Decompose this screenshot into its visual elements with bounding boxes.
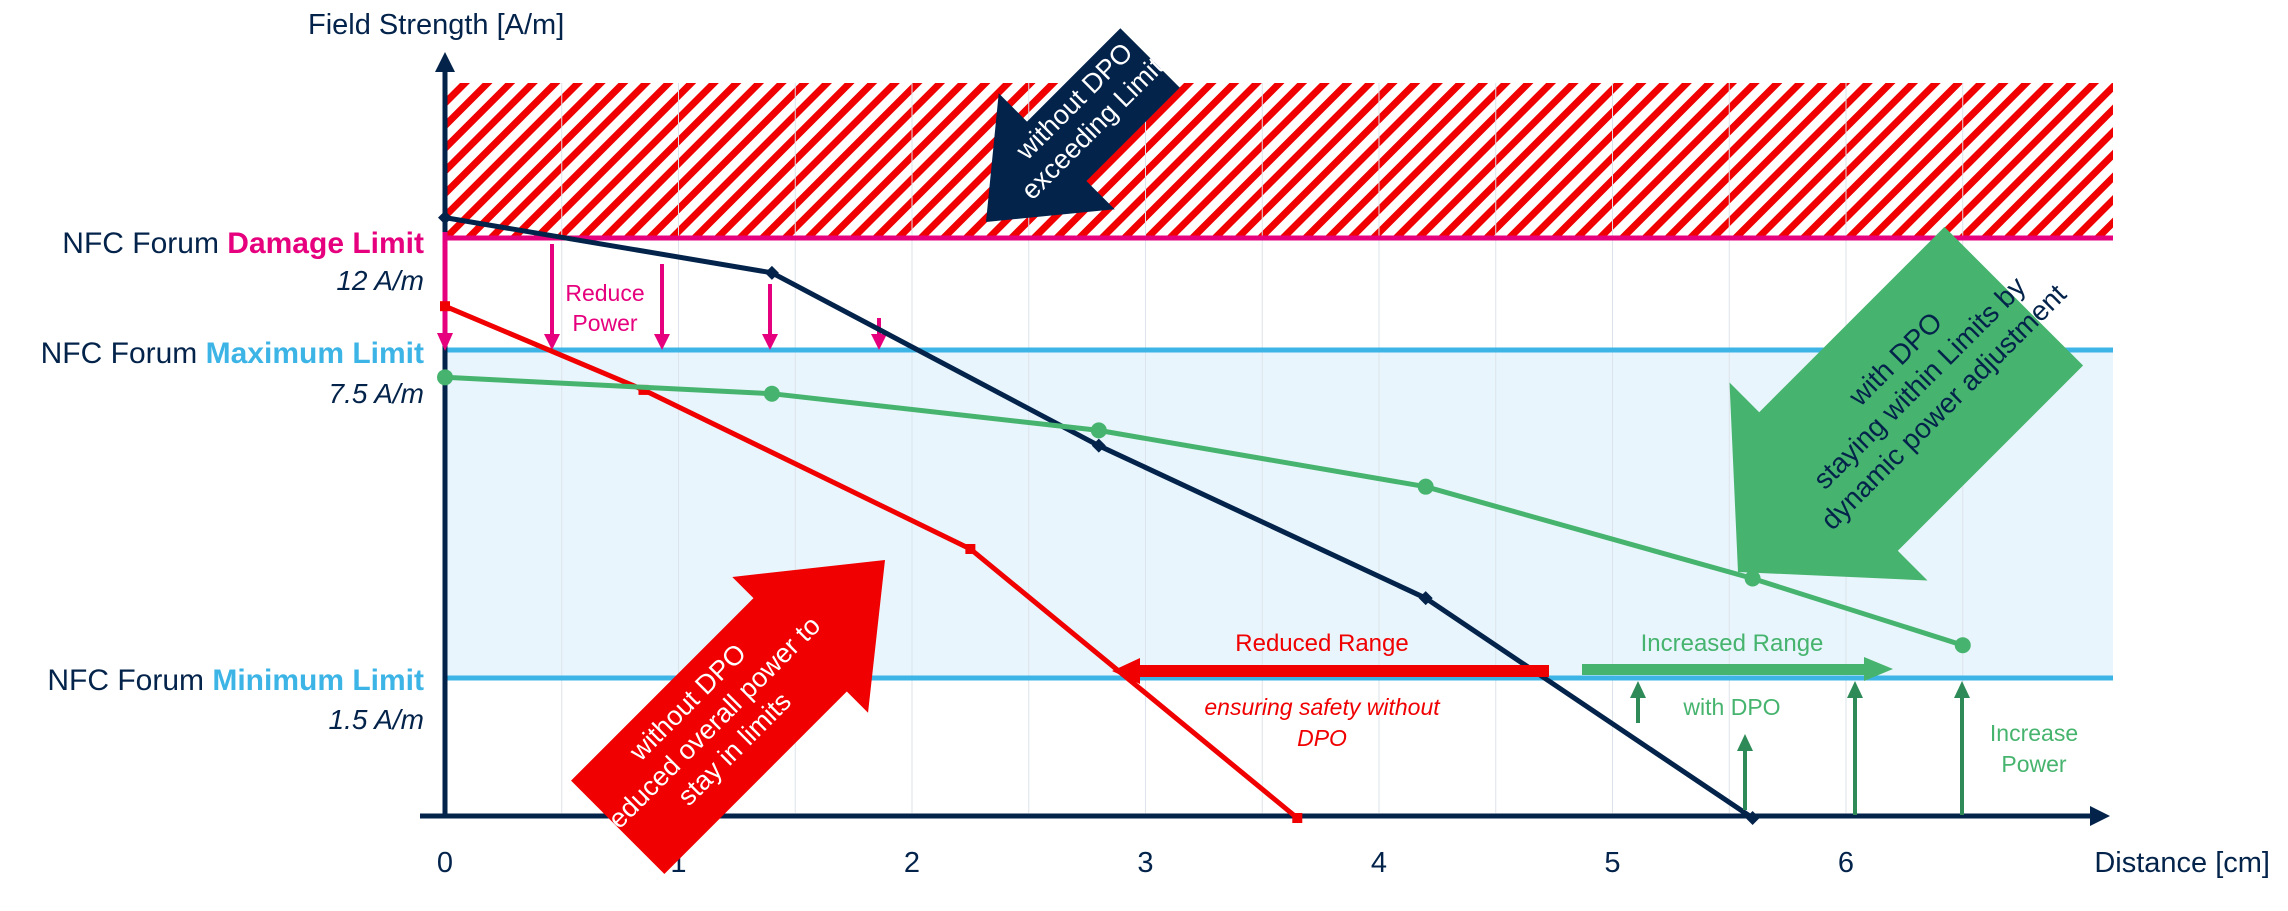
- reduce-power-line-2: Power: [572, 310, 638, 336]
- x-axis-label: Distance [cm]: [2094, 847, 2270, 879]
- y-axis-arrowhead: [435, 52, 455, 72]
- increase-power-line-2: Power: [2001, 751, 2067, 777]
- y-axis-label: Field Strength [A/m]: [308, 9, 564, 41]
- x-tick-label: 0: [437, 847, 453, 879]
- ensuring-safety-line-2: DPO: [1297, 725, 1347, 751]
- minimum-limit-prefix: NFC Forum: [47, 664, 212, 697]
- series-line-reduced_power: [444, 303, 1299, 820]
- x-tick-label: 3: [1137, 847, 1153, 879]
- arrow-exceeding-shape: [986, 28, 1180, 222]
- data-point-reduced_power: [1292, 813, 1303, 823]
- data-point-reduced_power: [440, 301, 450, 312]
- increase-power-line-1: Increase: [1990, 720, 2078, 746]
- data-point-without_dpo: [1091, 438, 1106, 453]
- with-dpo-label: with DPO: [1682, 694, 1780, 720]
- damage-limit-label: NFC Forum Damage Limit: [62, 227, 424, 260]
- data-point-without_dpo: [1418, 591, 1433, 606]
- maximum-limit-value: 7.5 A/m: [329, 378, 424, 409]
- x-tick-label: 5: [1604, 847, 1620, 879]
- hatched-danger-zone: [445, 83, 2113, 238]
- damage-limit-name: Damage Limit: [227, 227, 424, 260]
- x-axis-arrowhead: [2090, 806, 2110, 826]
- increased-range-shaft: [1582, 664, 1866, 675]
- reduced-range-label: Reduced Range: [1235, 630, 1408, 657]
- ensuring-safety-label: ensuring safety without DPO: [1204, 694, 1441, 751]
- increased-range-label: Increased Range: [1641, 630, 1824, 657]
- reduce-power-arrowhead-2: [654, 334, 670, 350]
- data-point-without_dpo: [438, 210, 452, 225]
- vertical-gridlines: [561, 83, 1964, 813]
- reduced-range-shaft: [1137, 665, 1549, 677]
- x-tick-label: 6: [1838, 847, 1854, 879]
- reduce-power-line-1: Reduce: [565, 280, 644, 306]
- data-point-with_dpo: [1417, 478, 1434, 495]
- maximum-limit-label: NFC Forum Maximum Limit: [41, 337, 424, 370]
- increased-range-arrow: [1582, 657, 1893, 681]
- data-point-reduced_power: [965, 543, 976, 554]
- reduced-range-arrow: [1112, 658, 1549, 684]
- maximum-limit-name: Maximum Limit: [206, 337, 424, 370]
- reduce-power-label: Reduce Power: [565, 280, 644, 336]
- data-point-with_dpo: [763, 385, 780, 402]
- minimum-limit-value: 1.5 A/m: [329, 704, 424, 735]
- x-tick-label: 4: [1371, 847, 1387, 879]
- ensuring-safety-line-1: ensuring safety without: [1204, 694, 1441, 720]
- data-point-without_dpo: [1745, 811, 1760, 825]
- data-point-reduced_power: [638, 384, 649, 395]
- reduced-range-arrowhead: [1112, 658, 1140, 684]
- maximum-limit-prefix: NFC Forum: [41, 337, 206, 370]
- increase-power-arrowhead-3: [1847, 681, 1863, 698]
- increase-power-arrowhead-1: [1630, 681, 1646, 698]
- arrow-within-shape: [1729, 226, 2084, 581]
- x-tick-label: 2: [904, 847, 920, 879]
- data-point-with_dpo: [1090, 422, 1107, 439]
- arrow-reduced-shape: [571, 560, 885, 874]
- reduce-power-arrowhead-4: [871, 334, 887, 350]
- data-point-without_dpo: [764, 265, 779, 280]
- minimum-limit-label: NFC Forum Minimum Limit: [47, 664, 424, 697]
- reduce-power-arrows: [544, 244, 887, 350]
- minimum-limit-name: Minimum Limit: [212, 664, 424, 697]
- data-point-with_dpo: [1744, 570, 1761, 587]
- damage-limit-arrow-icon: [437, 333, 453, 351]
- damage-limit-prefix: NFC Forum: [62, 227, 227, 260]
- increased-range-arrowhead: [1864, 657, 1893, 681]
- series-line-with_dpo: [444, 374, 1964, 648]
- damage-limit-value: 12 A/m: [336, 265, 424, 296]
- data-point-with_dpo: [1954, 637, 1971, 654]
- arrow-without-dpo-reduced: without DPOreduced overall power tostay …: [571, 560, 885, 874]
- increase-power-arrows: [1630, 681, 1970, 815]
- data-point-with_dpo: [437, 369, 453, 386]
- increase-power-label: Increase Power: [1990, 720, 2078, 777]
- reduce-power-arrowhead-1: [544, 334, 560, 350]
- increase-power-arrowhead-2: [1737, 734, 1753, 751]
- reduce-power-arrowhead-3: [762, 334, 778, 350]
- increase-power-arrowhead-4: [1954, 681, 1970, 698]
